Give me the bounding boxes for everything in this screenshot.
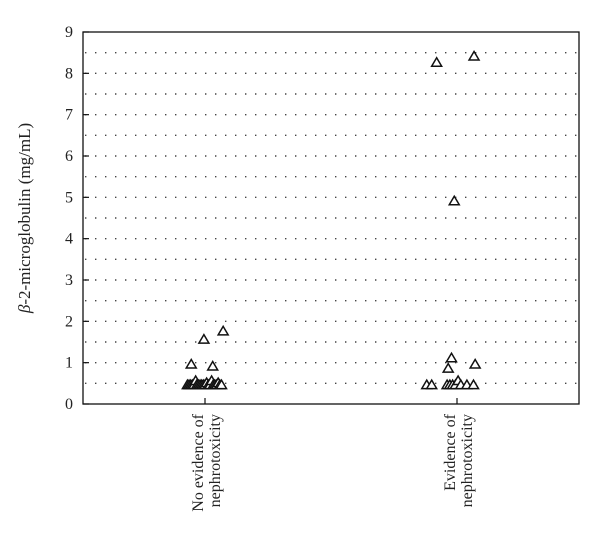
y-axis: 0 1 2 3 4 5 6 7 8 9	[65, 24, 89, 413]
y-tick-label: 1	[65, 355, 73, 372]
y-tick-label: 9	[65, 24, 73, 41]
y-tick-label: 7	[65, 107, 73, 124]
x-category-label-line2: nephrotoxicity	[207, 414, 224, 507]
y-tick-label: 4	[65, 231, 73, 248]
x-category-label-line1: No evidence of	[190, 413, 207, 511]
data-point-triangle	[441, 362, 455, 373]
data-point-triangle	[467, 378, 480, 390]
data-point-triangle	[206, 360, 220, 371]
x-category-label-line2: nephrotoxicity	[459, 414, 476, 507]
y-tick-label: 8	[65, 65, 73, 82]
y-axis-title-text: -2-microglobulin (mg/mL)	[15, 123, 34, 305]
y-tick-label: 6	[65, 148, 73, 165]
y-axis-title: β-2-microglobulin (mg/mL)	[15, 123, 34, 314]
plot-frame	[82, 31, 580, 405]
x-category-label: No evidence ofnephrotoxicity	[190, 413, 224, 511]
data-point-triangle	[430, 56, 443, 67]
y-axis-title-greek: β	[15, 304, 34, 314]
data-point-triangle	[468, 357, 482, 369]
data-point-triangle	[197, 333, 211, 344]
data-point-triangle	[184, 357, 198, 369]
data-point-triangle	[215, 378, 228, 390]
data-point-triangle	[216, 324, 230, 336]
y-tick-label: 2	[65, 313, 73, 330]
y-tick-label: 0	[65, 396, 73, 413]
data-point-triangle	[425, 378, 439, 390]
data-point-triangle	[467, 50, 481, 61]
y-tick-label: 3	[65, 272, 73, 289]
data-point-triangle	[447, 194, 461, 206]
data-point-triangle	[445, 351, 458, 363]
grid-lines	[85, 51, 577, 385]
x-category-label-line1: Evidence of	[442, 413, 459, 491]
data-points	[181, 50, 482, 390]
y-tick-label: 5	[65, 189, 73, 206]
x-category-label: Evidence ofnephrotoxicity	[442, 413, 476, 507]
x-axis: No evidence ofnephrotoxicity Evidence ofn…	[190, 398, 476, 512]
